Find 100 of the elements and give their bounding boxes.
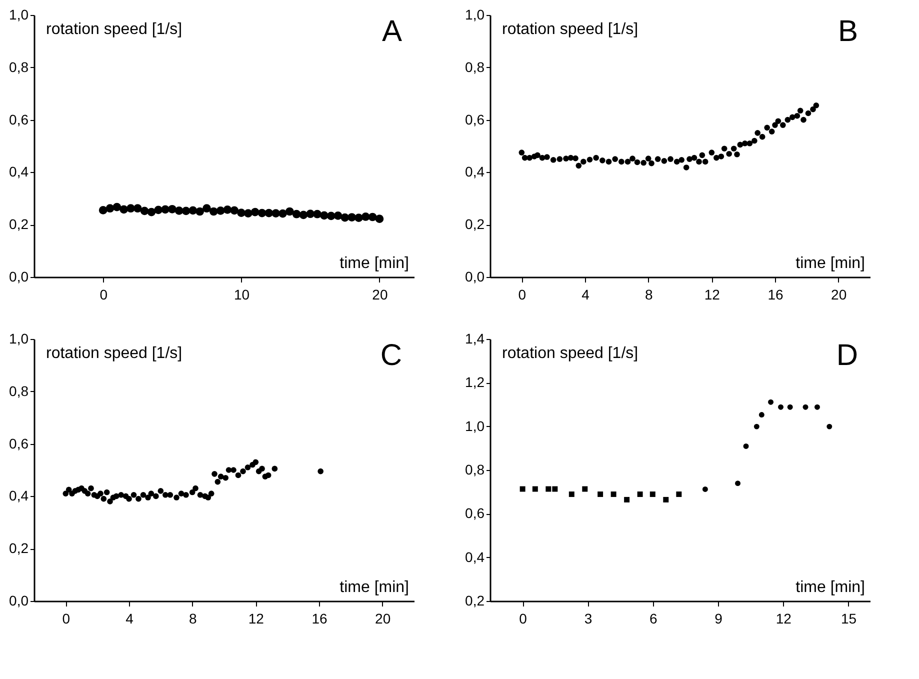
point — [768, 399, 774, 405]
point — [368, 212, 377, 222]
y-axis-title: rotation speed [1/s] — [46, 345, 182, 362]
x-tick-label: 20 — [375, 610, 391, 626]
y-tick-label: 0,6 — [465, 505, 485, 522]
y-tick-label: 0,2 — [9, 540, 29, 556]
point — [259, 466, 265, 472]
chart-title: A — [382, 15, 402, 48]
point — [223, 205, 232, 214]
x-tick-label: 4 — [582, 286, 590, 302]
x-tick-label: 6 — [649, 610, 658, 626]
point — [702, 486, 708, 492]
x-tick-label: 12 — [248, 610, 264, 626]
y-tick-label: 1,4 — [465, 330, 485, 346]
y-tick-label: 1,2 — [465, 374, 485, 390]
y-tick-label: 0,8 — [9, 58, 29, 75]
chart-title: C — [380, 339, 402, 372]
point — [326, 212, 336, 220]
point — [148, 490, 154, 496]
point — [174, 494, 180, 500]
point — [250, 208, 260, 216]
point — [112, 202, 122, 212]
point — [133, 204, 142, 213]
x-tick-label: 20 — [372, 286, 388, 302]
y-tick-label: 1,0 — [465, 6, 485, 22]
point — [118, 492, 124, 498]
point — [546, 486, 552, 492]
point — [258, 208, 266, 218]
y-tick-label: 0,8 — [9, 382, 29, 399]
x-tick-label: 0 — [62, 610, 70, 626]
x-tick-label: 0 — [519, 610, 528, 626]
point — [252, 459, 259, 466]
point — [140, 206, 149, 216]
point — [244, 209, 252, 218]
point — [375, 214, 384, 224]
x-axis-title: time [min] — [796, 579, 865, 596]
y-tick-label: 0,0 — [9, 268, 29, 284]
point — [778, 404, 784, 410]
point — [610, 491, 616, 497]
point — [334, 212, 342, 220]
y-tick-label: 0,4 — [465, 548, 485, 565]
point — [222, 474, 228, 481]
point — [318, 468, 324, 474]
point — [208, 490, 214, 496]
y-tick-label: 0,8 — [465, 58, 485, 75]
x-axis-title: time [min] — [340, 579, 409, 596]
point — [106, 204, 114, 213]
x-tick-label: 10 — [234, 286, 250, 302]
point — [520, 486, 526, 492]
point — [802, 404, 808, 410]
point — [532, 486, 538, 492]
x-tick-label: 12 — [704, 286, 720, 302]
point — [196, 207, 204, 216]
y-tick-label: 1,0 — [9, 330, 29, 346]
point — [162, 492, 168, 498]
point — [552, 486, 558, 492]
x-tick-label: 8 — [188, 610, 197, 626]
point — [126, 204, 135, 213]
point — [637, 491, 643, 497]
point — [66, 486, 72, 493]
x-tick-label: 0 — [518, 286, 526, 302]
point — [104, 489, 110, 496]
x-axis-title: time [min] — [340, 255, 409, 272]
chart-title: D — [836, 339, 858, 372]
point — [216, 206, 225, 215]
point — [230, 206, 239, 215]
x-tick-label: 12 — [776, 610, 792, 626]
point — [107, 498, 113, 504]
x-tick-label: 8 — [644, 286, 653, 302]
point — [209, 207, 218, 216]
point — [676, 491, 682, 497]
point — [299, 210, 308, 220]
point — [361, 212, 370, 221]
point — [743, 443, 749, 449]
point — [306, 210, 315, 218]
point — [320, 211, 328, 220]
y-tick-label: 0,4 — [9, 164, 29, 180]
point — [136, 496, 142, 502]
point — [120, 205, 128, 214]
x-tick-label: 20 — [831, 286, 847, 302]
point — [178, 490, 184, 496]
x-tick-label: 3 — [584, 610, 592, 626]
point — [237, 208, 246, 217]
y-axis-title: rotation speed [1/s] — [502, 21, 638, 38]
point — [168, 204, 176, 214]
point — [214, 478, 221, 485]
x-tick-label: 16 — [312, 610, 328, 626]
point — [735, 480, 740, 486]
point — [787, 404, 793, 410]
point — [174, 206, 184, 215]
point — [182, 206, 190, 216]
point — [189, 489, 196, 496]
point — [272, 209, 280, 218]
y-tick-label: 0,4 — [9, 488, 29, 504]
y-tick-label: 1,0 — [465, 418, 485, 434]
point — [272, 466, 278, 472]
point — [88, 485, 94, 492]
point — [167, 492, 174, 498]
y-tick-label: 0,0 — [9, 592, 29, 608]
point — [568, 491, 574, 497]
